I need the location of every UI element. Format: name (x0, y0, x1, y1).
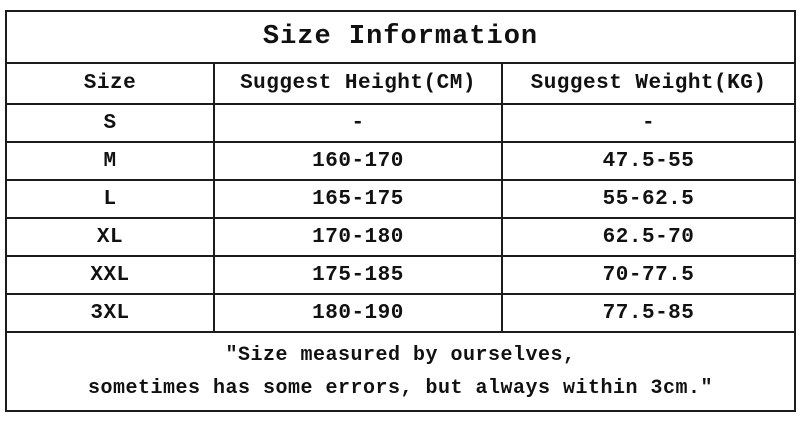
height-cell: - (213, 103, 503, 143)
measurement-note-row: ″Size measured by ourselves, sometimes h… (4, 331, 797, 412)
table-row-m: M 160-170 47.5-55 (5, 141, 797, 181)
height-cell: 175-185 (213, 255, 503, 295)
table-title: Size Information (4, 10, 797, 64)
measurement-note: ″Size measured by ourselves, sometimes h… (4, 331, 797, 412)
weight-cell: 62.5-70 (500, 217, 797, 257)
table-row-xl: XL 170-180 62.5-70 (5, 217, 797, 257)
size-cell: XL (5, 217, 215, 257)
weight-cell: 55-62.5 (500, 179, 797, 219)
size-cell: 3XL (5, 293, 215, 333)
weight-cell: 77.5-85 (500, 293, 797, 333)
height-cell: 160-170 (213, 141, 503, 181)
table-row-xxl: XXL 175-185 70-77.5 (5, 255, 797, 295)
table-row-s: S - - (5, 103, 797, 143)
height-cell: 180-190 (213, 293, 503, 333)
table-row-l: L 165-175 55-62.5 (5, 179, 797, 219)
table-title-row: Size Information (4, 10, 797, 64)
table-header-row: Size Suggest Height(CM) Suggest Weight(K… (5, 62, 797, 105)
weight-cell: - (500, 103, 797, 143)
height-cell: 165-175 (213, 179, 503, 219)
size-cell: L (5, 179, 215, 219)
height-cell: 170-180 (213, 217, 503, 257)
size-cell: S (5, 103, 215, 143)
size-cell: XXL (5, 255, 215, 295)
measurement-note-line2: sometimes has some errors, but always wi… (87, 376, 714, 400)
size-cell: M (5, 141, 215, 181)
weight-cell: 47.5-55 (500, 141, 797, 181)
table-row-3xl: 3XL 180-190 77.5-85 (5, 293, 797, 333)
column-header-height: Suggest Height(CM) (213, 62, 503, 105)
weight-cell: 70-77.5 (500, 255, 797, 295)
measurement-note-line1: ″Size measured by ourselves, (225, 343, 576, 367)
size-information-table: Size Information Size Suggest Height(CM)… (4, 10, 797, 412)
column-header-size: Size (5, 62, 215, 105)
column-header-weight: Suggest Weight(KG) (500, 62, 797, 105)
